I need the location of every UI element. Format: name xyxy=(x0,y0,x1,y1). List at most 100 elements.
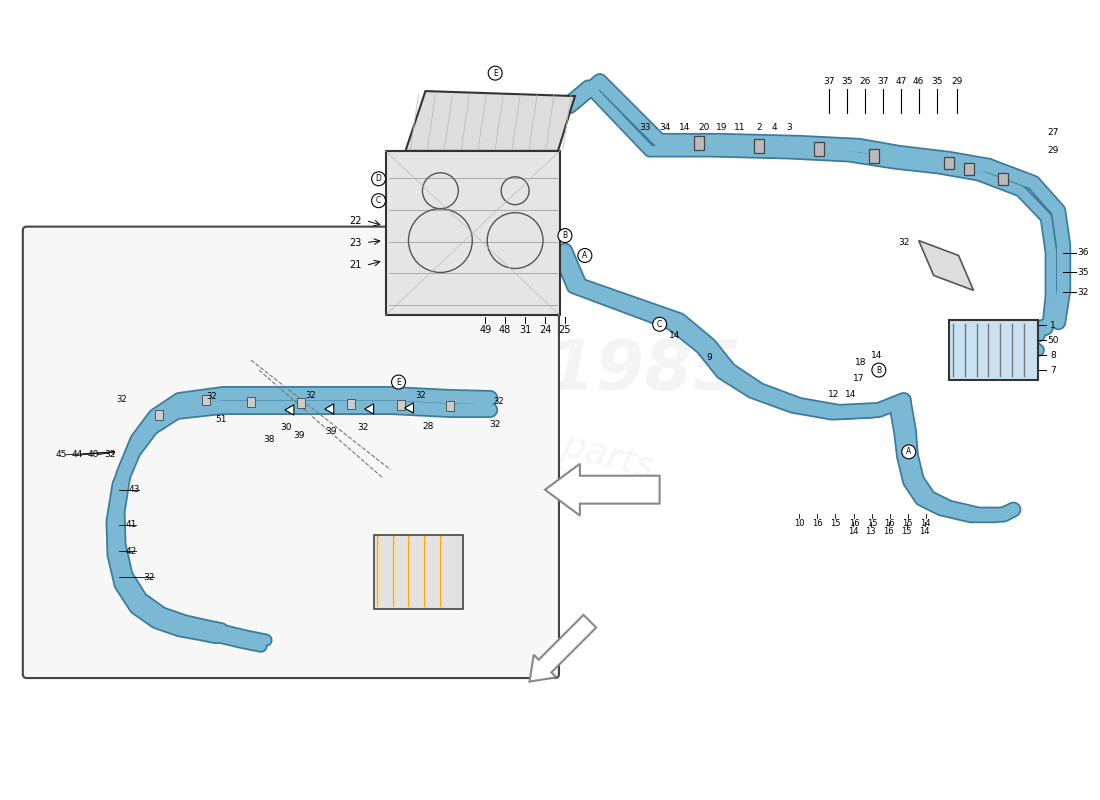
Text: 13: 13 xyxy=(866,527,877,536)
Circle shape xyxy=(578,249,592,262)
Bar xyxy=(948,320,1038,380)
Bar xyxy=(694,136,704,150)
Text: 20: 20 xyxy=(698,123,711,133)
Text: 35: 35 xyxy=(931,77,943,86)
Text: 1: 1 xyxy=(1050,321,1056,330)
Text: C: C xyxy=(376,196,382,205)
Text: 30: 30 xyxy=(280,423,292,433)
Text: a passion for parts: a passion for parts xyxy=(323,365,658,485)
Bar xyxy=(297,398,305,408)
Polygon shape xyxy=(406,91,575,151)
Text: C: C xyxy=(657,320,662,329)
FancyArrow shape xyxy=(544,464,660,515)
Text: 34: 34 xyxy=(659,123,670,133)
Text: 14: 14 xyxy=(920,527,929,536)
Text: 37: 37 xyxy=(877,77,889,86)
Text: 45: 45 xyxy=(56,450,67,459)
Text: 15: 15 xyxy=(867,519,877,528)
Bar xyxy=(374,534,463,610)
Text: 7: 7 xyxy=(1050,366,1056,374)
Text: 32: 32 xyxy=(415,390,426,399)
Text: 14: 14 xyxy=(921,519,931,528)
Text: 15: 15 xyxy=(902,527,912,536)
Text: 14: 14 xyxy=(845,390,857,398)
Text: 44: 44 xyxy=(72,450,84,459)
Bar xyxy=(346,399,354,409)
Text: E: E xyxy=(493,69,497,78)
Circle shape xyxy=(392,375,406,389)
Text: 32: 32 xyxy=(206,391,217,401)
FancyArrow shape xyxy=(529,615,596,682)
Circle shape xyxy=(488,66,503,80)
Text: 31: 31 xyxy=(519,326,531,335)
Text: 32: 32 xyxy=(898,238,910,247)
Text: 37: 37 xyxy=(823,77,835,86)
Text: 17: 17 xyxy=(854,374,865,382)
Bar xyxy=(386,151,560,315)
Text: 50: 50 xyxy=(1047,336,1059,345)
Text: 10: 10 xyxy=(794,519,804,528)
Text: 29: 29 xyxy=(1047,146,1059,155)
Text: 26: 26 xyxy=(859,77,870,86)
Bar xyxy=(447,401,454,411)
Bar xyxy=(248,397,255,407)
Text: 14: 14 xyxy=(669,330,680,340)
Text: B: B xyxy=(562,231,568,240)
Text: 32: 32 xyxy=(490,421,500,430)
Text: 39: 39 xyxy=(324,427,337,436)
Bar xyxy=(944,157,954,169)
Circle shape xyxy=(902,445,915,458)
Text: 23: 23 xyxy=(350,238,362,247)
Text: 46: 46 xyxy=(913,77,924,86)
Bar xyxy=(755,139,764,153)
Circle shape xyxy=(558,229,572,242)
Text: 40: 40 xyxy=(88,450,99,459)
Text: 14: 14 xyxy=(848,527,858,536)
Bar xyxy=(999,173,1009,185)
Text: 42: 42 xyxy=(125,547,138,556)
Text: 33: 33 xyxy=(639,123,650,133)
Circle shape xyxy=(372,172,386,186)
Text: 19: 19 xyxy=(716,123,727,133)
Bar xyxy=(964,163,974,174)
Text: 47: 47 xyxy=(895,77,906,86)
FancyBboxPatch shape xyxy=(23,226,559,678)
Text: E: E xyxy=(396,378,400,386)
Text: 8: 8 xyxy=(1050,350,1056,360)
Bar xyxy=(869,149,879,163)
Bar xyxy=(396,400,405,410)
Text: 43: 43 xyxy=(129,485,140,494)
Text: 32: 32 xyxy=(144,573,155,582)
Text: A: A xyxy=(582,251,587,260)
Text: A: A xyxy=(906,447,912,456)
Text: 15: 15 xyxy=(902,519,913,528)
Text: 15: 15 xyxy=(829,519,840,528)
Text: 12: 12 xyxy=(828,390,839,398)
Text: 16: 16 xyxy=(812,519,823,528)
Text: 2: 2 xyxy=(757,123,762,133)
Circle shape xyxy=(372,194,386,208)
Text: 32: 32 xyxy=(493,398,504,406)
Text: 25: 25 xyxy=(559,326,571,335)
Text: 16: 16 xyxy=(848,519,859,528)
Circle shape xyxy=(652,318,667,331)
Bar xyxy=(202,395,210,405)
Text: 3: 3 xyxy=(786,123,792,133)
Text: 16: 16 xyxy=(883,527,894,536)
Text: 27: 27 xyxy=(1047,129,1059,138)
Text: 38: 38 xyxy=(263,435,275,444)
Bar xyxy=(814,142,824,156)
Text: 16: 16 xyxy=(884,519,895,528)
Text: 29: 29 xyxy=(950,77,962,86)
Text: 32: 32 xyxy=(103,450,116,459)
Text: 14: 14 xyxy=(871,350,882,360)
Text: 24: 24 xyxy=(539,326,551,335)
Text: 39: 39 xyxy=(293,431,305,440)
Text: 14: 14 xyxy=(679,123,690,133)
Text: 35: 35 xyxy=(842,77,852,86)
Text: 28: 28 xyxy=(422,422,435,431)
Text: 49: 49 xyxy=(480,326,492,335)
Bar xyxy=(155,410,163,420)
Text: 4: 4 xyxy=(771,123,777,133)
Text: 32: 32 xyxy=(117,395,126,405)
